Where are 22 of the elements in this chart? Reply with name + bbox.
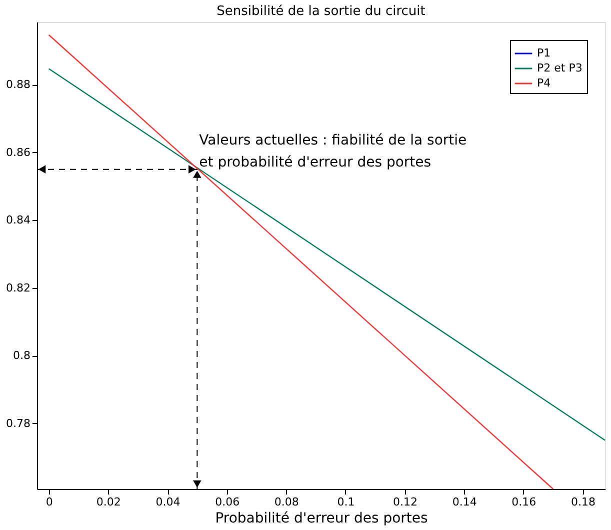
legend-label: P1	[537, 46, 551, 60]
x-tick-label: 0.02	[96, 496, 121, 508]
y-tick-label: 0.8	[13, 349, 30, 362]
x-axis-title: Probabilité d'erreur des portes	[215, 510, 428, 526]
y-tick-label: 0.84	[6, 214, 30, 227]
x-tick-label: 0.14	[452, 496, 477, 508]
legend-label: P4	[537, 76, 551, 90]
x-tick-label: 0.08	[274, 496, 299, 508]
y-tick-label: 0.88	[6, 78, 30, 92]
x-tick-label: 0	[46, 496, 53, 508]
x-tick-label: 0.06	[215, 496, 240, 508]
x-tick-label: 0.12	[393, 496, 418, 508]
y-tick-label: 0.78	[6, 416, 30, 430]
x-tick-label: 0.18	[571, 496, 596, 508]
y-tick-label: 0.82	[6, 281, 30, 294]
y-tick-label: 0.86	[6, 146, 30, 159]
chart-title: Sensibilité de la sortie du circuit	[216, 4, 426, 19]
legend-label: P2 et P3	[537, 62, 582, 74]
x-tick-label: 0.1	[337, 496, 355, 508]
x-tick-label: 0.16	[512, 496, 536, 508]
annotation: Valeurs actuelles : fiabilité de la sortie et probabilité d'erreur des portes	[199, 132, 467, 170]
x-tick-label: 0.04	[156, 496, 180, 508]
